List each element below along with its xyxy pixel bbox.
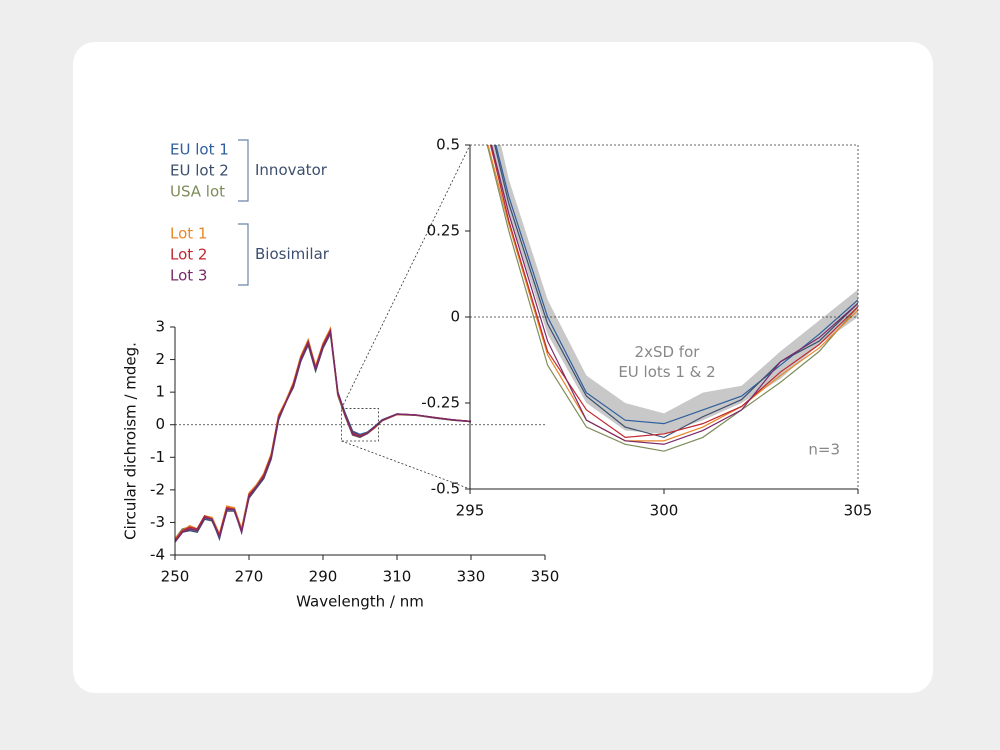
band-label-line: EU lots 1 & 2 xyxy=(618,363,715,381)
card xyxy=(73,42,933,693)
legend-entry: Lot 3 xyxy=(170,267,207,285)
x-tick-label: 270 xyxy=(235,568,264,586)
series-line xyxy=(490,145,858,445)
zoom-box xyxy=(341,408,379,442)
legend-bracket xyxy=(238,139,249,202)
series-line xyxy=(494,145,858,439)
annotation: n=3 xyxy=(808,441,840,459)
x-tick-label: 330 xyxy=(457,568,486,586)
y-tick-label: -1 xyxy=(150,448,165,466)
legend-group-label: Biosimilar xyxy=(255,245,330,263)
x-tick-label: 310 xyxy=(383,568,412,586)
series-line xyxy=(487,145,858,442)
plot-area xyxy=(486,145,858,452)
legend-entry: Lot 1 xyxy=(170,225,207,243)
y-tick-label: -2 xyxy=(150,480,165,498)
y-tick-label: -0.25 xyxy=(421,394,460,412)
y-tick-label: 1 xyxy=(155,383,165,401)
legend-entry: Lot 2 xyxy=(170,246,207,264)
y-tick-label: 0 xyxy=(155,415,165,433)
x-tick-label: 300 xyxy=(650,502,679,520)
legend-entry: USA lot xyxy=(170,183,225,201)
y-tick-label: 0.5 xyxy=(436,136,460,154)
legend-entry: EU lot 2 xyxy=(170,162,229,180)
x-tick-label: 350 xyxy=(531,568,560,586)
legend-entry: EU lot 1 xyxy=(170,141,229,159)
x-tick-label: 250 xyxy=(161,568,190,586)
y-tick-label: -3 xyxy=(150,513,165,531)
band-label-line: 2xSD for xyxy=(635,343,701,361)
x-tick-label: 290 xyxy=(309,568,338,586)
zoom-connector xyxy=(341,144,471,409)
legend-group-label: Innovator xyxy=(255,161,328,179)
band-label: 2xSD for EU lots 1 & 2 xyxy=(618,343,715,381)
y-tick-label: 2 xyxy=(155,350,165,368)
y-tick-label: 3 xyxy=(155,318,165,336)
legend-bracket xyxy=(238,223,249,286)
y-tick-label: 0.25 xyxy=(427,222,460,240)
y-axis-label: Circular dichroism / mdeg. xyxy=(122,342,140,540)
series-line xyxy=(486,145,858,452)
x-axis-label: Wavelength / nm xyxy=(296,593,424,611)
x-tick-label: 305 xyxy=(844,502,873,520)
series-line xyxy=(490,145,858,439)
x-tick-label: 295 xyxy=(456,502,485,520)
zoom-connector xyxy=(341,440,471,490)
y-tick-label: -0.5 xyxy=(431,480,460,498)
y-tick-label: -4 xyxy=(150,546,165,564)
series-line xyxy=(174,329,472,543)
y-tick-label: 0 xyxy=(450,308,460,326)
